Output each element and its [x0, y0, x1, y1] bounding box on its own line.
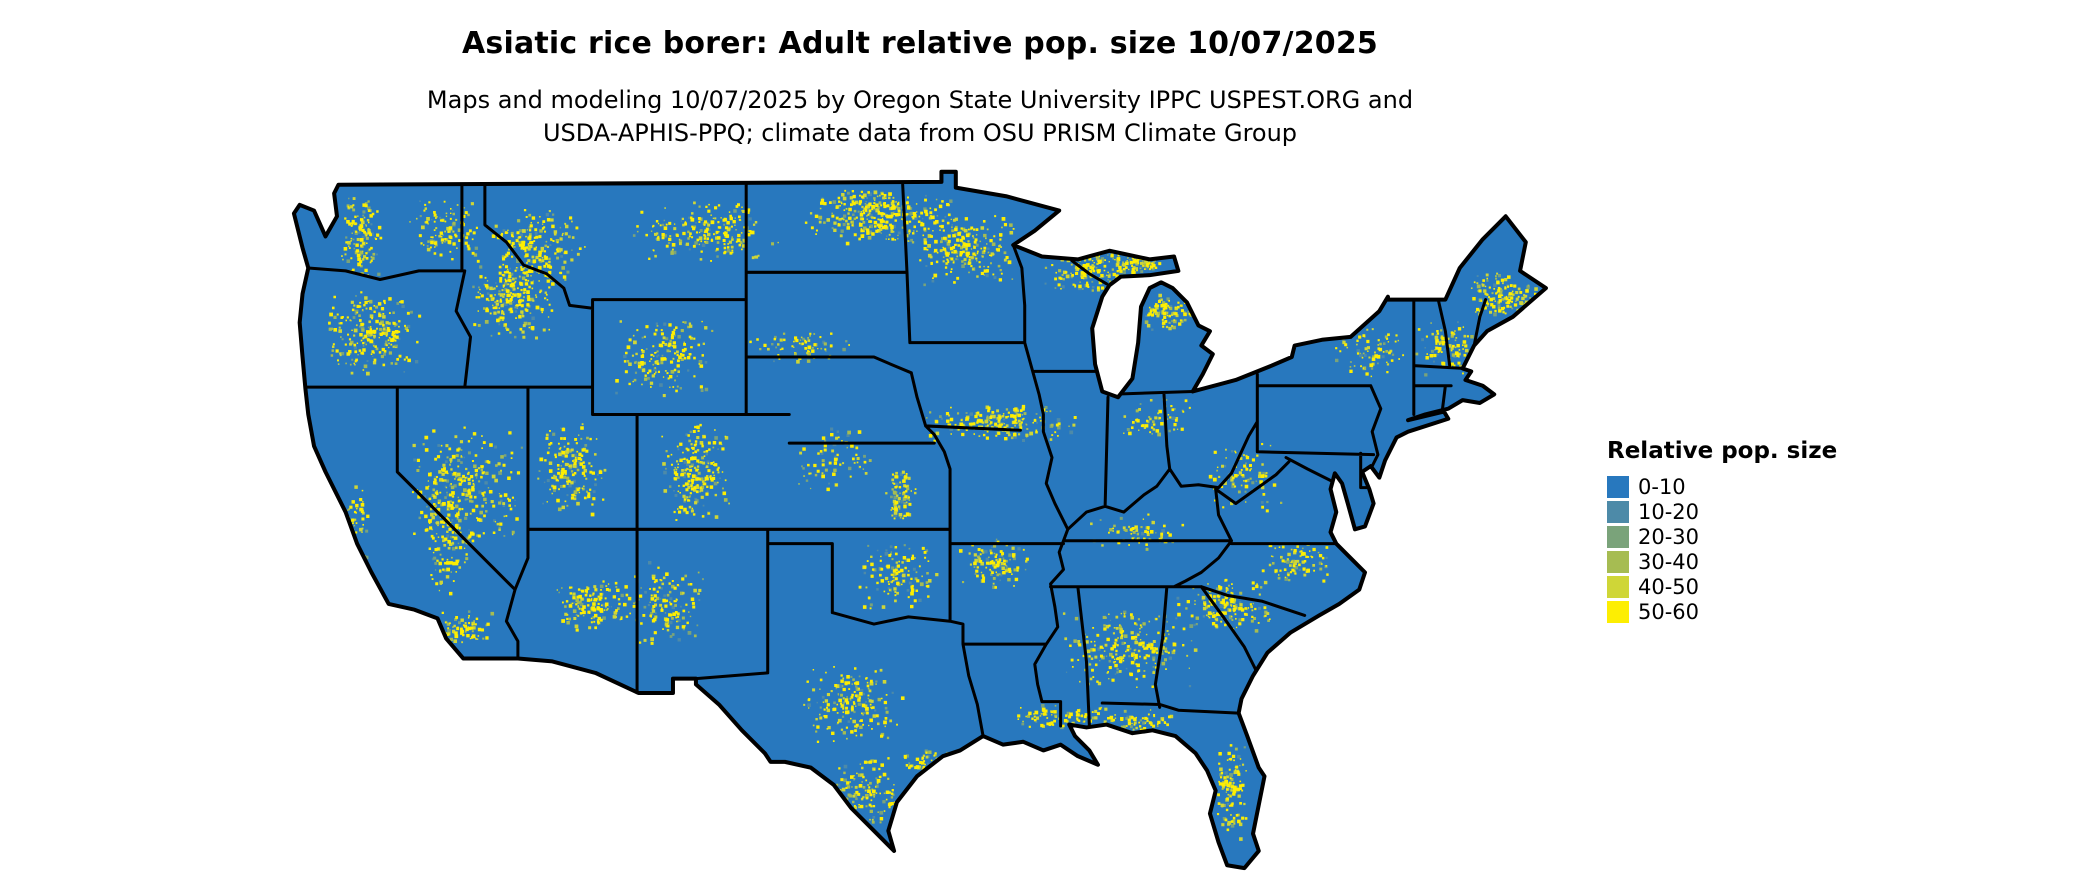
- legend-swatch-30-40: [1607, 551, 1629, 573]
- legend-row: 20-30: [1607, 526, 1907, 548]
- legend-row: 10-20: [1607, 501, 1907, 523]
- legend-label-50-60: 50-60: [1638, 600, 1700, 624]
- legend-title: Relative pop. size: [1607, 438, 1838, 464]
- subtitle-line-2: USDA-APHIS-PPQ; climate data from OSU PR…: [542, 119, 1298, 147]
- legend-label-30-40: 30-40: [1638, 550, 1700, 574]
- legend-label-0-10: 0-10: [1638, 475, 1686, 499]
- map-container: [281, 167, 1566, 883]
- legend-row: 30-40: [1607, 551, 1907, 573]
- legend-swatch-40-50: [1607, 576, 1629, 598]
- us-map: [281, 167, 1566, 883]
- legend-label-40-50: 40-50: [1638, 575, 1700, 599]
- legend-swatch-50-60: [1607, 601, 1629, 623]
- legend-row: 50-60: [1607, 601, 1907, 623]
- legend-row: 0-10: [1607, 476, 1907, 498]
- legend-swatch-20-30: [1607, 526, 1629, 548]
- subtitle-line-1: Maps and modeling 10/07/2025 by Oregon S…: [426, 86, 1414, 114]
- subtitle: Maps and modeling 10/07/2025 by Oregon S…: [0, 84, 1840, 150]
- state-borders: [303, 183, 1488, 738]
- legend-swatch-0-10: [1607, 476, 1629, 498]
- legend: Relative pop. size 0-10 10-20 20-30 30-4…: [1607, 438, 1907, 626]
- legend-row: 40-50: [1607, 576, 1907, 598]
- legend-swatch-10-20: [1607, 501, 1629, 523]
- legend-label-20-30: 20-30: [1638, 525, 1700, 549]
- legend-label-10-20: 10-20: [1638, 500, 1700, 524]
- page-title: Asiatic rice borer: Adult relative pop. …: [461, 26, 1379, 61]
